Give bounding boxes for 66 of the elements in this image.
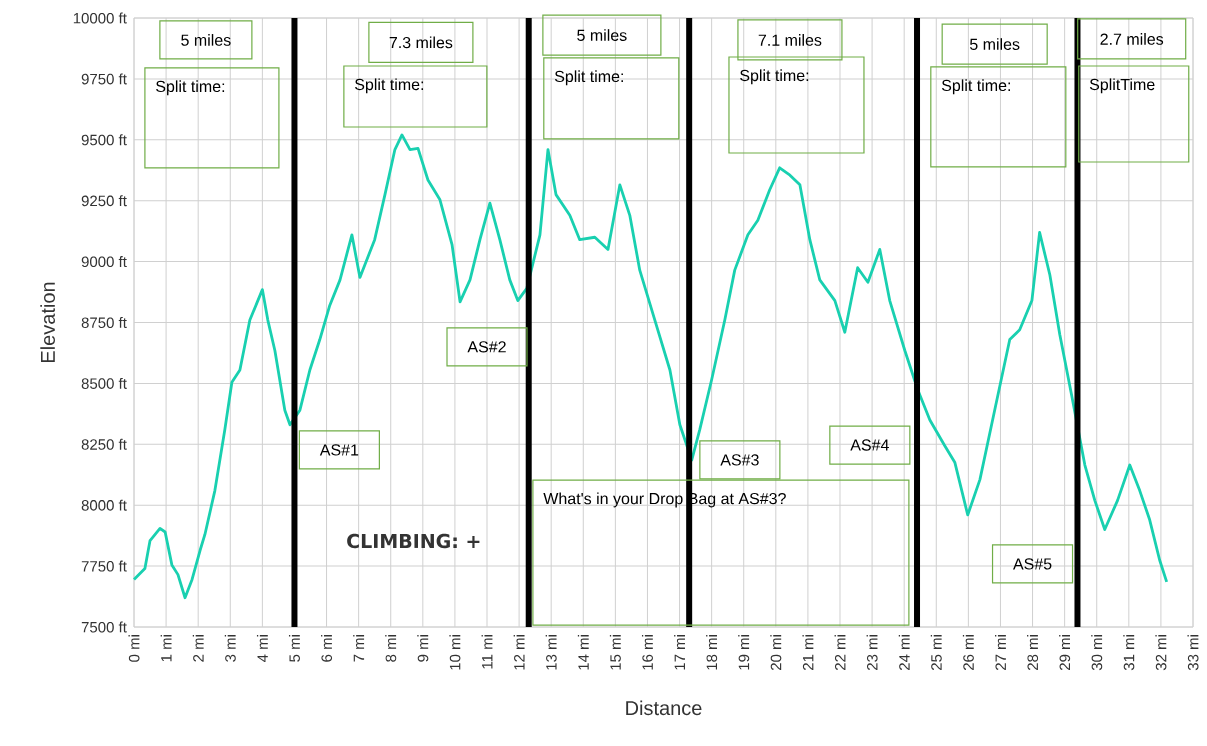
y-tick-label: 7500 ft: [81, 621, 127, 633]
x-tick-label: 27 mi: [995, 635, 1006, 670]
x-tick-label: 30 mi: [1091, 635, 1103, 671]
x-tick-label: 25 mi: [930, 635, 942, 670]
y-tick-label: 8000 ft: [81, 499, 127, 511]
x-tick-label: 17 mi: [674, 635, 685, 670]
annotation: 7.1 miles: [758, 34, 822, 46]
annotation: 2.7 miles: [1100, 33, 1164, 45]
x-tick-label: 32 mi: [1155, 635, 1167, 671]
x-tick-label: 26 mi: [962, 635, 974, 670]
annotation: Split time:: [740, 69, 809, 85]
x-tick-label: 5 mi: [288, 635, 300, 662]
y-tick-label: 9000 ft: [81, 256, 127, 268]
x-tick-label: 16 mi: [641, 635, 653, 670]
x-tick-label: 11 mi: [481, 635, 493, 669]
x-tick-label: 3 mi: [224, 635, 236, 662]
x-tick-label: 23 mi: [866, 635, 878, 670]
y-axis-title: Elevation: [40, 282, 55, 363]
line-series: [132, 133, 1169, 600]
x-tick-label: 13 mi: [545, 635, 557, 670]
x-tick-label: 1 mi: [160, 635, 172, 662]
x-tick-label: 0 mi: [128, 635, 140, 662]
x-tick-label: 9 mi: [417, 635, 429, 662]
y-tick-label: 8500 ft: [81, 377, 127, 389]
y-tick-label: 10000 ft: [73, 12, 127, 24]
x-tick-label: 14 mi: [577, 635, 589, 670]
x-tick-label: 8 mi: [385, 635, 397, 662]
y-tick-label: 8250 ft: [81, 438, 127, 450]
x-tick-label: 7 mi: [353, 635, 365, 662]
x-tick-label: 20 mi: [770, 635, 782, 670]
ref-line-label: AS#3: [720, 454, 759, 466]
x-tick-label: 2 mi: [192, 635, 204, 662]
x-tick-label: 21 mi: [802, 635, 814, 670]
ref-line-label: AS#5: [1013, 558, 1052, 570]
annotation: Split time:: [156, 80, 225, 96]
y-tick-label: 8750 ft: [81, 317, 127, 329]
annotation: Split time:: [355, 78, 424, 94]
x-tick-label: 10 mi: [449, 635, 461, 670]
annotation: 5 miles: [577, 29, 627, 41]
x-tick-label: 22 mi: [834, 635, 846, 670]
x-tick-label: 19 mi: [738, 635, 750, 670]
x-tick-label: 15 mi: [609, 635, 621, 670]
ref-line-label: AS#1: [319, 444, 359, 456]
ref-line-label: AS#2: [467, 341, 506, 353]
x-tick-label: 18 mi: [706, 635, 718, 670]
annotation: 7.3 miles: [389, 36, 453, 49]
annotation: 5 miles: [181, 34, 231, 46]
x-tick-label: 24 mi: [898, 635, 910, 670]
x-tick-label: 4 mi: [256, 635, 268, 663]
x-tick-label: 31 mi: [1123, 635, 1135, 671]
x-tick-label: 29 mi: [1059, 635, 1071, 670]
annotation: 5 miles: [969, 38, 1020, 50]
x-tick-label: 12 mi: [513, 635, 525, 670]
y-tick-label: 7750 ft: [81, 560, 127, 572]
annotation: SplitTime: [1089, 78, 1155, 94]
annotation: Split time:: [941, 79, 1010, 95]
annotation: Split time:: [554, 70, 623, 86]
x-tick-label: 6 mi: [321, 635, 333, 662]
y-tick-label: 9750 ft: [81, 73, 127, 85]
x-tick-label: 33 mi: [1187, 635, 1199, 671]
ref-line-label: AS#4: [850, 439, 889, 451]
x-tick-label: 28 mi: [1027, 635, 1039, 670]
x-axis-title: Distance: [626, 700, 702, 716]
y-tick-label: 9250 ft: [81, 195, 127, 207]
y-tick-label: 9500 ft: [81, 134, 127, 146]
annotation: CLIMBING: +: [347, 533, 480, 549]
